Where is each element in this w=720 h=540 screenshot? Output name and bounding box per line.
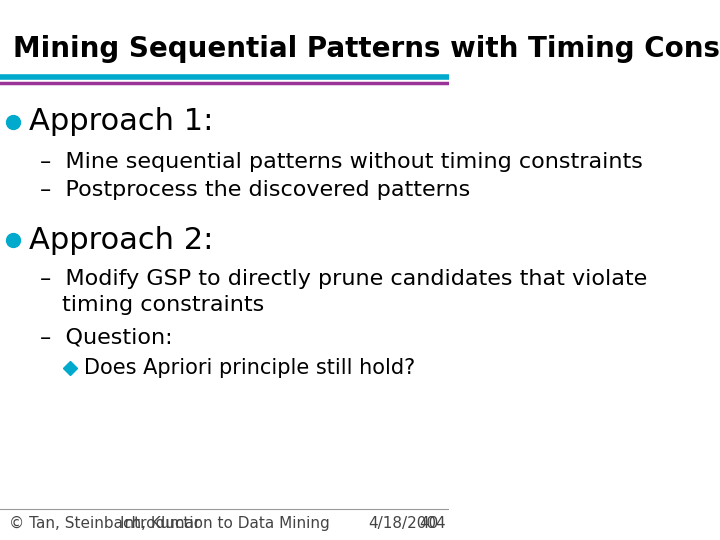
Text: Introduction to Data Mining: Introduction to Data Mining [120,516,330,531]
Text: –  Mine sequential patterns without timing constraints: – Mine sequential patterns without timin… [40,152,643,172]
Text: Does Apriori principle still hold?: Does Apriori principle still hold? [84,358,415,379]
Text: –  Modify GSP to directly prune candidates that violate: – Modify GSP to directly prune candidate… [40,269,648,289]
Text: –  Postprocess the discovered patterns: – Postprocess the discovered patterns [40,180,471,200]
Text: timing constraints: timing constraints [62,295,264,315]
Text: © Tan, Steinbach, Kumar: © Tan, Steinbach, Kumar [9,516,200,531]
Text: Approach 2:: Approach 2: [30,226,214,255]
Text: Approach 1:: Approach 1: [30,107,214,136]
Text: 40: 40 [419,516,438,531]
Text: Mining Sequential Patterns with Timing Constraints: Mining Sequential Patterns with Timing C… [14,35,720,63]
Text: –  Question:: – Question: [40,327,173,348]
Text: 4/18/2004: 4/18/2004 [369,516,446,531]
